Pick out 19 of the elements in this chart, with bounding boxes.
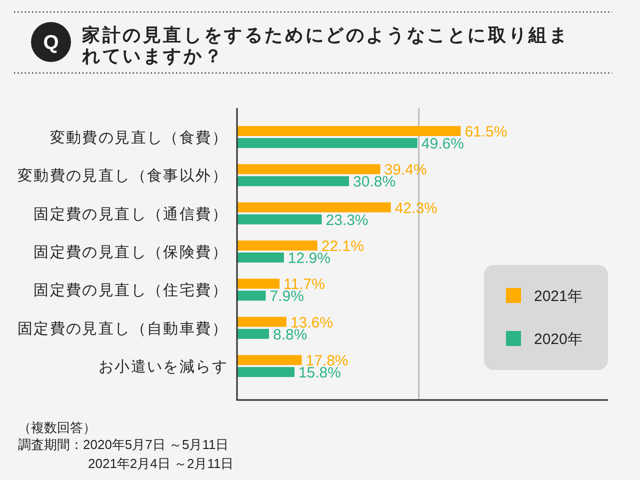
text: Q [43,32,59,54]
data-label: 23.3% [326,212,368,229]
title: 家計の見直しをするためにどのようなことに取り組まれていますか？ [82,25,570,67]
text: 2021年2月4日 ～2月11日 [88,456,234,471]
y-tick-label: 変動費の見直し（食費） [50,130,228,147]
legend-label: 2021年 [534,288,582,305]
legend-label: 2020年 [534,331,582,348]
data-label: 8.8% [273,326,308,344]
y-tick-label: お小遣いを減らす [98,358,228,376]
y-tick-label: 固定費の見直し（通信費） [34,206,228,223]
y-tick-label: 固定費の見直し（住宅費） [34,282,228,300]
text: 調査期間：2020年5月7日 ～5月11日 [18,437,229,452]
text: （複数回答） [18,420,96,435]
data-label: 61.5% [464,124,508,140]
y-tick-label: 変動費の見直し（食事以外） [17,168,228,185]
y-tick-label: 固定費の見直し（保険費） [34,244,228,262]
data-label: 42.3% [394,200,438,217]
y-tick-label: 固定費の見直し（自動車費） [17,320,228,338]
data-label: 49.6% [421,136,464,152]
